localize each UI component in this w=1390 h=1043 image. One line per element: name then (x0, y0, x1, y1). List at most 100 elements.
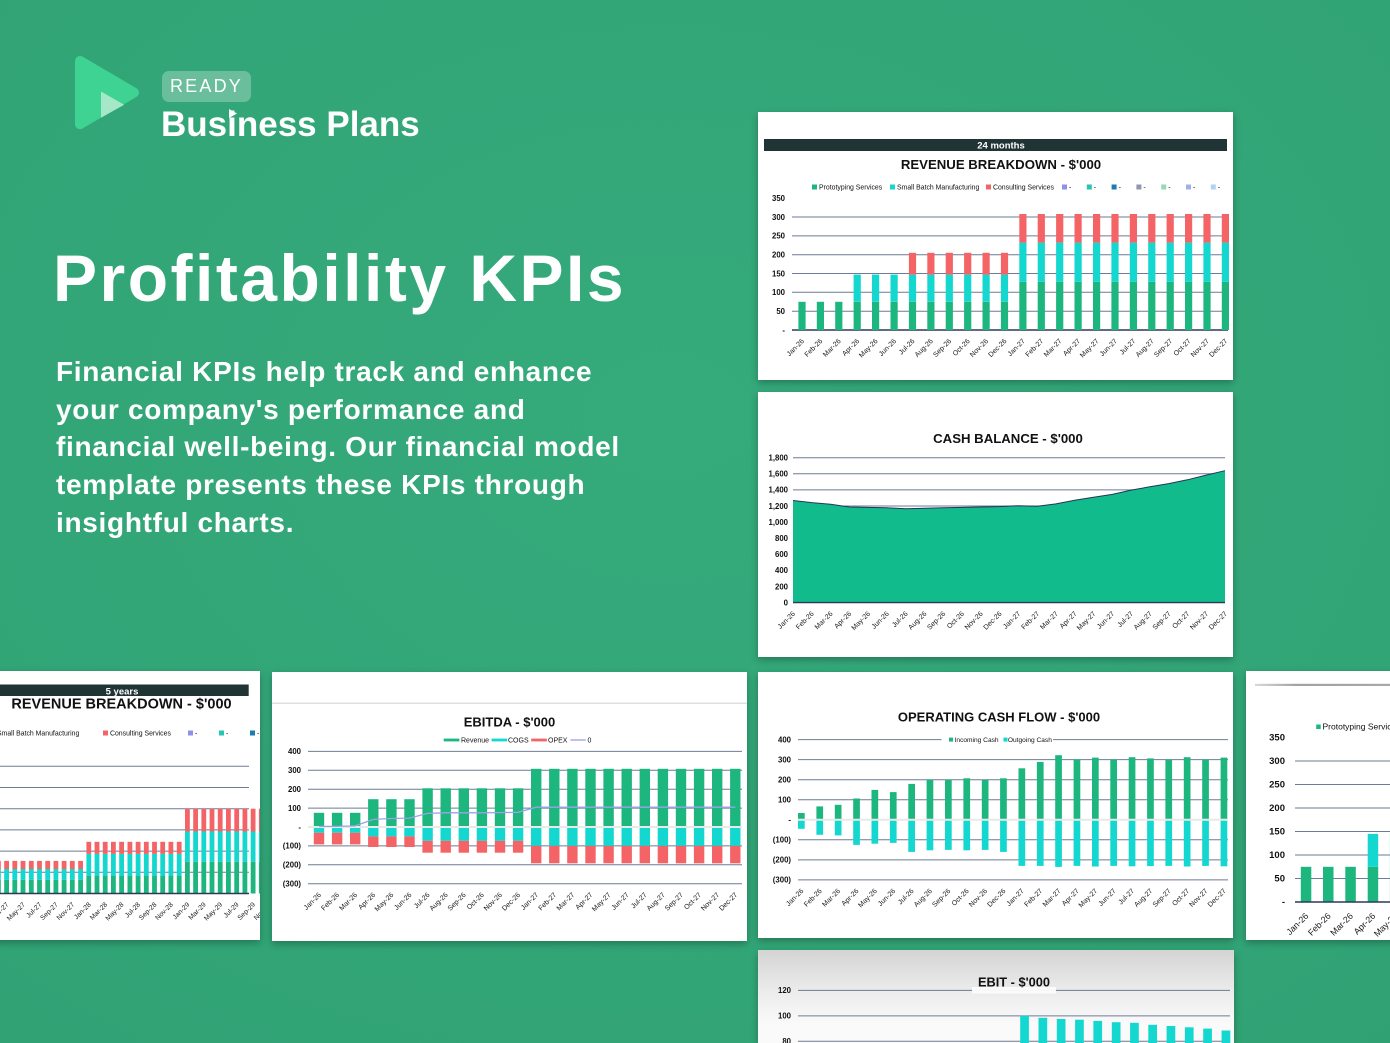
svg-text:1,200: 1,200 (768, 502, 788, 511)
svg-text:Nov-27: Nov-27 (700, 892, 721, 913)
svg-text:Feb-27: Feb-27 (1025, 338, 1046, 359)
svg-text:OPEX: OPEX (548, 738, 568, 745)
svg-text:Jun-27: Jun-27 (1099, 338, 1119, 358)
svg-text:200: 200 (778, 776, 792, 785)
svg-text:300: 300 (778, 755, 792, 764)
svg-text:Jun-26: Jun-26 (877, 888, 897, 908)
svg-text:120: 120 (778, 986, 792, 995)
svg-text:Dec-26: Dec-26 (987, 338, 1008, 359)
svg-text:Mar-27: Mar-27 (1043, 338, 1064, 359)
svg-text:Sep-26: Sep-26 (932, 338, 953, 359)
svg-text:Nov-27: Nov-27 (1190, 338, 1211, 359)
svg-text:May-26: May-26 (857, 888, 879, 910)
svg-text:Sep-27: Sep-27 (1152, 610, 1173, 631)
svg-text:-: - (1143, 185, 1145, 192)
svg-text:Outgoing Cash: Outgoing Cash (1008, 737, 1052, 744)
svg-text:350: 350 (772, 194, 786, 203)
svg-text:May-26: May-26 (374, 892, 396, 914)
svg-text:May-26: May-26 (858, 338, 880, 360)
svg-text:COGS: COGS (508, 738, 529, 745)
svg-text:Aug-27: Aug-27 (1133, 888, 1154, 909)
svg-text:(100): (100) (773, 836, 792, 845)
svg-text:Small Batch Manufacturing: Small Batch Manufacturing (0, 731, 80, 738)
svg-text:-: - (226, 731, 228, 738)
svg-text:Mar-27: Mar-27 (1042, 888, 1063, 909)
svg-text:Nov-27: Nov-27 (1188, 888, 1209, 909)
svg-text:(300): (300) (773, 876, 792, 885)
svg-text:400: 400 (778, 735, 792, 744)
svg-text:Aug-27: Aug-27 (1135, 338, 1156, 359)
svg-text:Sep-26: Sep-26 (926, 610, 947, 631)
svg-text:Sep-26: Sep-26 (447, 892, 468, 913)
svg-text:200: 200 (288, 785, 302, 794)
svg-text:350: 350 (1269, 733, 1285, 744)
svg-text:Small Batch Manufacturing: Small Batch Manufacturing (897, 185, 980, 192)
svg-text:Jun-26: Jun-26 (878, 338, 898, 358)
svg-text:Consulting Services: Consulting Services (993, 185, 1054, 192)
svg-text:1,800: 1,800 (768, 454, 788, 463)
svg-text:May-26: May-26 (1372, 911, 1390, 939)
svg-text:Mar-26: Mar-26 (822, 338, 843, 359)
svg-text:Oct-27: Oct-27 (1172, 610, 1192, 630)
svg-text:Dec-27: Dec-27 (1207, 888, 1228, 909)
svg-text:-: - (1094, 185, 1096, 192)
svg-text:Jan-27: Jan-27 (1002, 610, 1022, 630)
svg-text:Revenue: Revenue (461, 738, 489, 745)
svg-text:Aug-26: Aug-26 (913, 888, 934, 909)
svg-text:Mar-27: Mar-27 (1039, 610, 1060, 631)
svg-text:100: 100 (772, 288, 786, 297)
svg-text:May-27: May-27 (1079, 338, 1101, 360)
svg-text:Sep-27: Sep-27 (1153, 338, 1174, 359)
svg-text:Mar-26: Mar-26 (1328, 911, 1355, 938)
svg-text:Feb-26: Feb-26 (320, 892, 341, 913)
svg-text:Dec-27: Dec-27 (1208, 338, 1229, 359)
svg-text:Jan-26: Jan-26 (786, 338, 806, 358)
svg-text:(200): (200) (773, 856, 792, 865)
svg-text:Mar-26: Mar-26 (814, 610, 835, 631)
svg-text:Consulting Services: Consulting Services (110, 731, 171, 738)
svg-text:Nov-27: Nov-27 (1189, 610, 1210, 631)
svg-text:May-26: May-26 (851, 610, 873, 632)
svg-text:Feb-26: Feb-26 (795, 610, 816, 631)
svg-text:80: 80 (782, 1037, 791, 1043)
svg-text:Prototyping Services: Prototyping Services (1323, 722, 1390, 732)
svg-text:100: 100 (778, 1012, 792, 1021)
svg-text:Jun-27: Jun-27 (611, 892, 631, 912)
svg-text:Jun-27: Jun-27 (1098, 888, 1118, 908)
svg-text:250: 250 (772, 232, 786, 241)
svg-text:100: 100 (288, 804, 302, 813)
svg-text:May-27: May-27 (1078, 888, 1100, 910)
svg-text:Jun-26: Jun-26 (393, 892, 413, 912)
svg-text:OPERATING CASH FLOW - $'000: OPERATING CASH FLOW - $'000 (898, 710, 1100, 725)
svg-text:200: 200 (772, 251, 786, 260)
svg-text:May-29: May-29 (203, 901, 224, 922)
svg-text:200: 200 (1269, 803, 1285, 814)
svg-text:-: - (782, 326, 785, 335)
svg-text:Sep-27: Sep-27 (664, 892, 685, 913)
svg-text:Dec-27: Dec-27 (718, 892, 739, 913)
svg-text:-: - (195, 731, 197, 738)
svg-text:Feb-27: Feb-27 (1023, 888, 1044, 909)
svg-text:Aug-26: Aug-26 (429, 892, 450, 913)
svg-text:50: 50 (1274, 874, 1285, 885)
svg-text:300: 300 (288, 766, 302, 775)
svg-text:-: - (788, 816, 791, 825)
svg-text:Feb-27: Feb-27 (538, 892, 559, 913)
svg-text:0: 0 (588, 738, 592, 745)
svg-text:50: 50 (776, 307, 785, 316)
svg-text:Jan-26: Jan-26 (777, 610, 797, 630)
svg-text:600: 600 (775, 550, 789, 559)
svg-text:Mar-27: Mar-27 (556, 892, 577, 913)
svg-text:300: 300 (772, 213, 786, 222)
svg-text:(200): (200) (283, 861, 302, 870)
svg-text:-: - (1282, 897, 1285, 908)
svg-text:Jan-27: Jan-27 (520, 892, 540, 912)
svg-text:Feb-26: Feb-26 (803, 888, 824, 909)
svg-text:Dec-27: Dec-27 (1208, 610, 1229, 631)
svg-text:May-27: May-27 (6, 901, 27, 922)
svg-text:400: 400 (775, 566, 789, 575)
svg-text:0: 0 (784, 598, 789, 607)
svg-text:Aug-26: Aug-26 (914, 338, 935, 359)
svg-text:-: - (257, 731, 259, 738)
svg-text:Nov-26: Nov-26 (964, 610, 985, 631)
